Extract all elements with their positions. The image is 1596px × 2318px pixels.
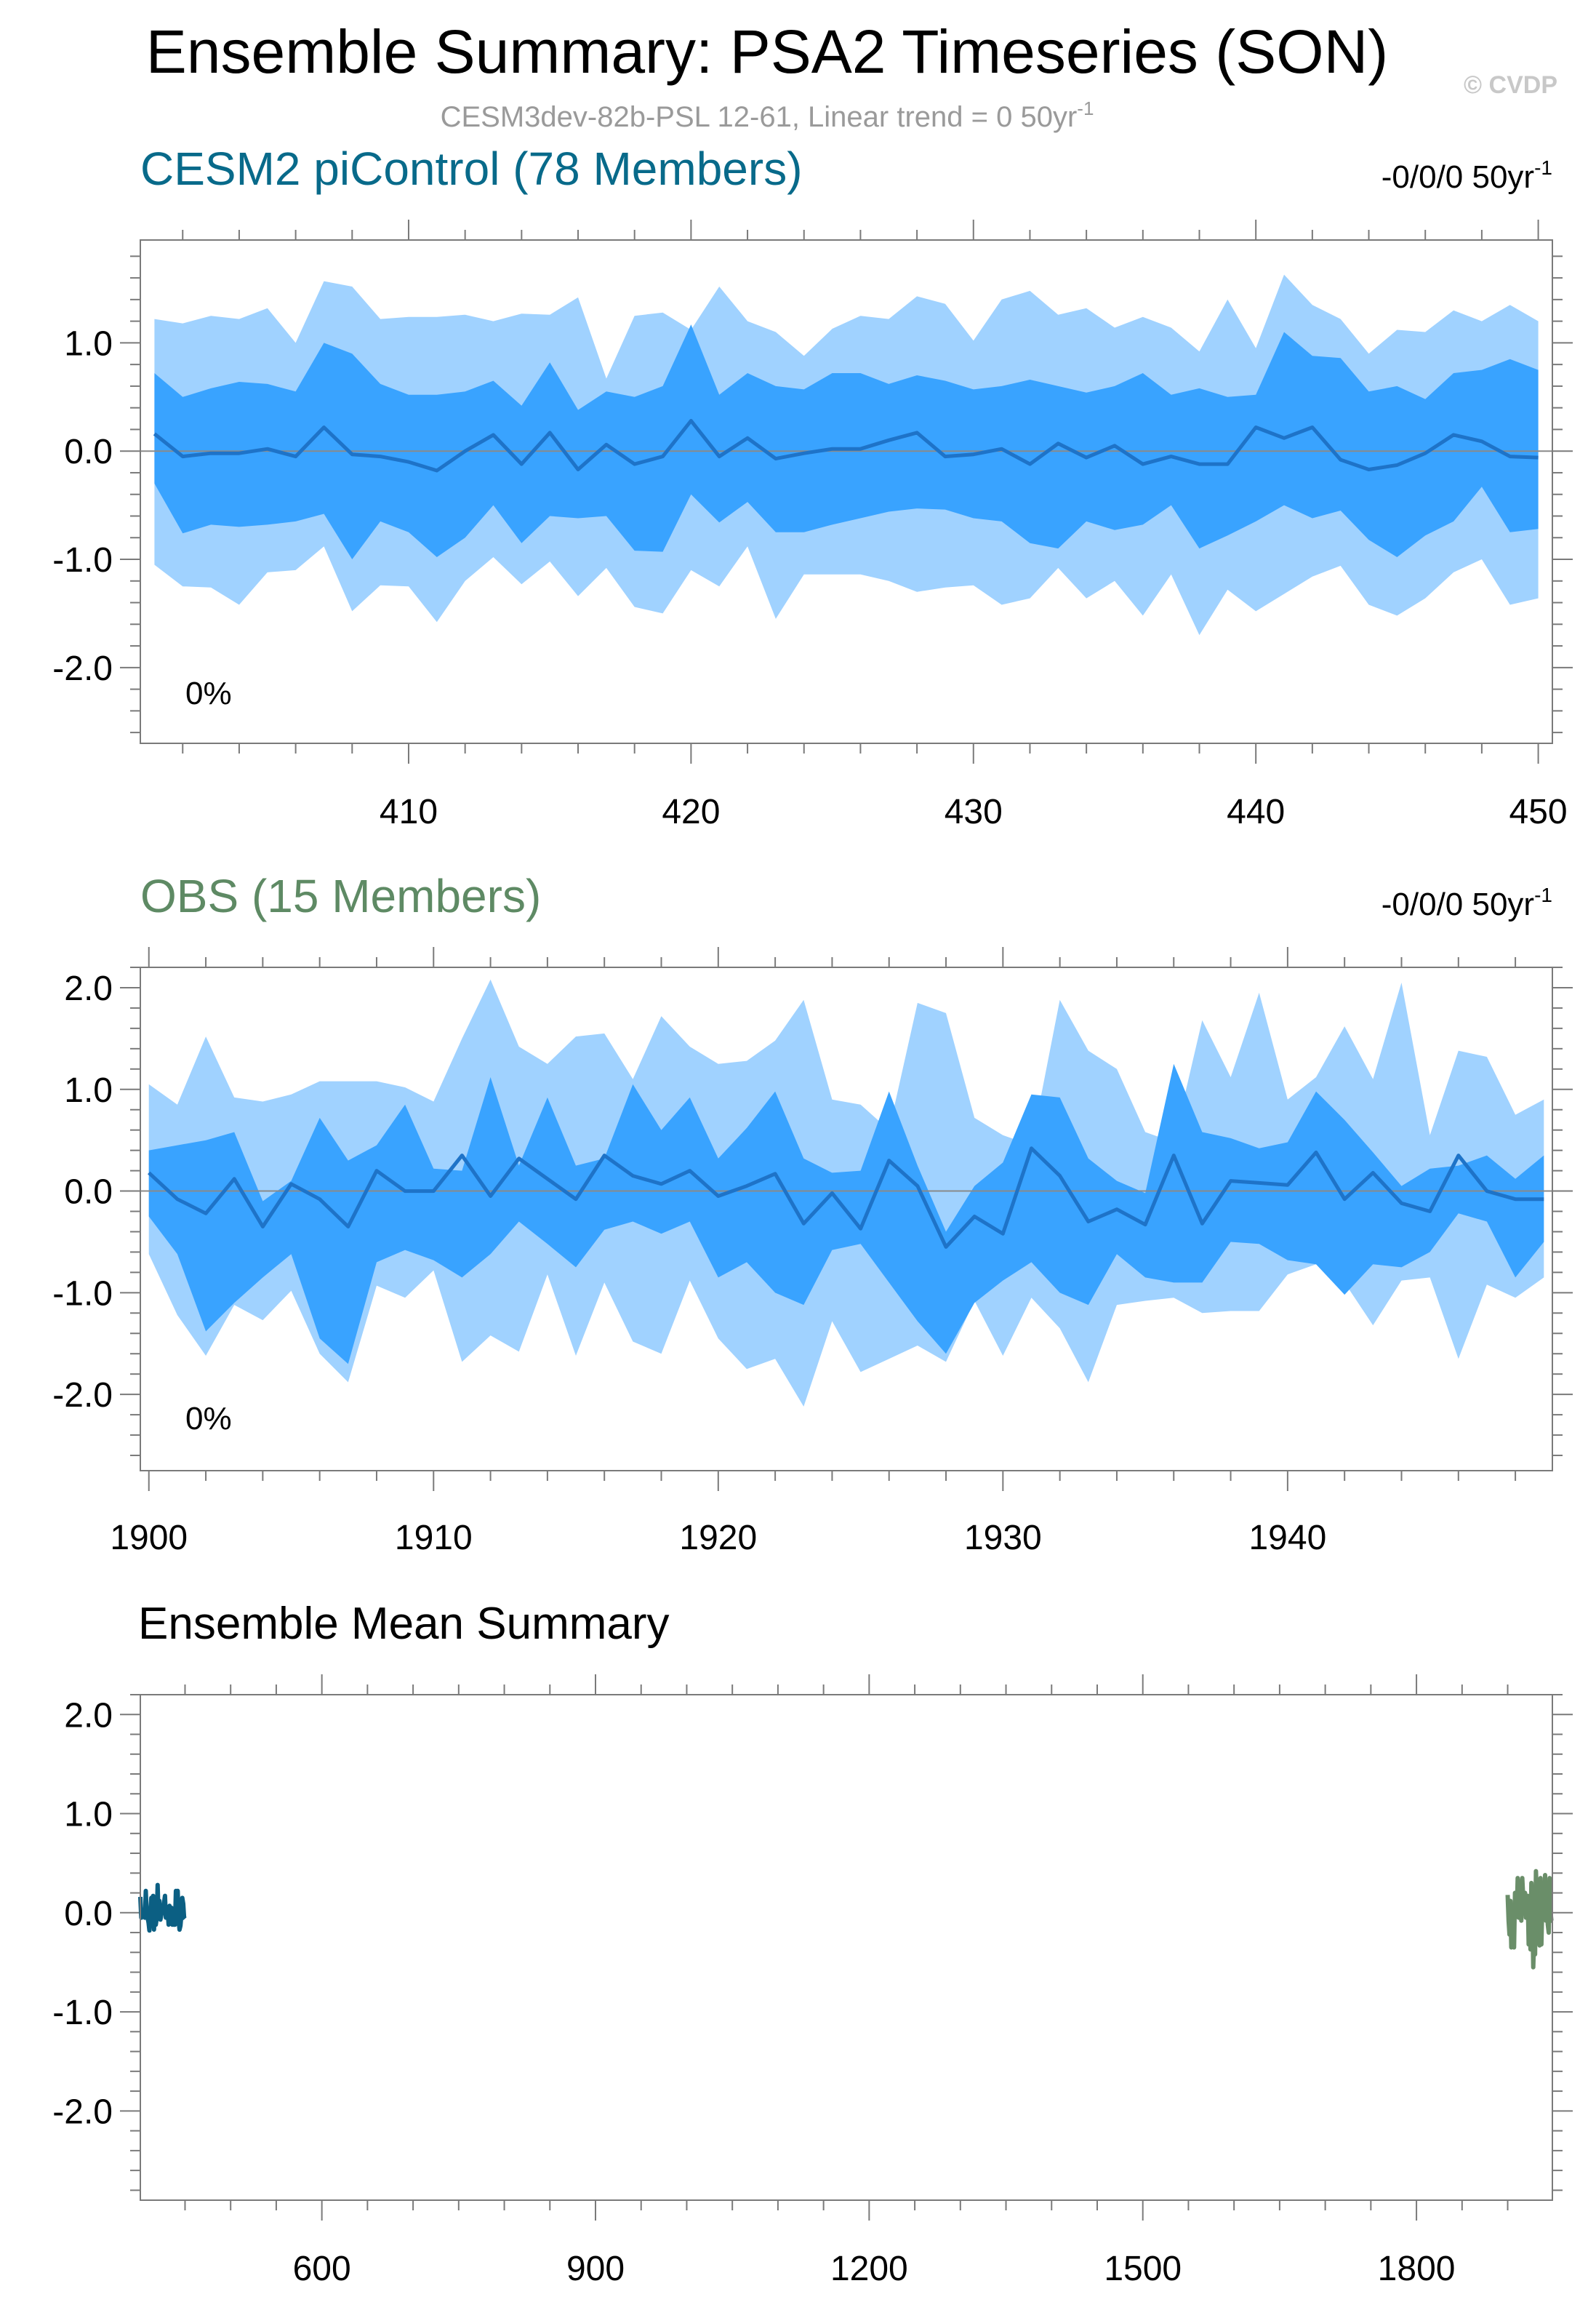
figure-subtitle: CESM3dev-82b-PSL 12-61, Linear trend = 0… xyxy=(441,97,1094,133)
cesm2-panel-title: CESM2 piControl (78 Members) xyxy=(140,143,803,195)
cesm2-trend-label: -0/0/0 50yr-1 xyxy=(1382,156,1552,195)
obs-panel: OBS (15 Members) -0/0/0 50yr-1 2.0 1.0 0.0… xyxy=(52,870,1573,1557)
cesm2-y-tick-label: -2.0 xyxy=(52,650,113,688)
summary-x-tick-label: 1500 xyxy=(1104,2250,1182,2288)
obs-x-tick-label: 1930 xyxy=(964,1519,1042,1557)
summary-y-tick-label: 2.0 xyxy=(64,1696,113,1735)
obs-y-tick-label: 0.0 xyxy=(64,1173,113,1212)
obs-x-tick-label: 1940 xyxy=(1248,1519,1326,1557)
cesm2-x-tick-label: 420 xyxy=(662,793,720,831)
cesm2-percent-label: 0% xyxy=(185,676,232,711)
cesm2-trend-superscript: -1 xyxy=(1534,156,1552,179)
ensemble-mean-panel: Ensemble Mean Summary 2.0 1.0 0.0 -1.0 -2.0 6… xyxy=(52,1599,1573,2288)
obs-inner-band xyxy=(148,1063,1544,1364)
summary-x-tick-label: 1200 xyxy=(830,2250,908,2288)
obs-y-tick-label: -1.0 xyxy=(52,1274,113,1313)
obs-x-tick-label: 1900 xyxy=(110,1519,188,1557)
summary-cesm2-mean-line xyxy=(138,1882,187,1933)
obs-trend-label: -0/0/0 50yr-1 xyxy=(1382,884,1552,922)
obs-percent-label: 0% xyxy=(185,1401,232,1436)
obs-y-tick-label: 2.0 xyxy=(64,970,113,1008)
subtitle-text: CESM3dev-82b-PSL 12-61, Linear trend = 0… xyxy=(441,101,1078,133)
cesm2-plot-frame xyxy=(140,239,1553,744)
cesm2-y-tick-label: 0.0 xyxy=(64,433,113,471)
cesm2-trend-text: -0/0/0 50yr xyxy=(1382,159,1534,195)
cesm2-x-tick-label: 430 xyxy=(945,793,1003,831)
obs-trend-superscript: -1 xyxy=(1534,884,1552,906)
obs-x-tick-label: 1920 xyxy=(679,1519,757,1557)
obs-plot-frame xyxy=(140,967,1553,1471)
obs-y-tick-label: -2.0 xyxy=(52,1376,113,1415)
summary-x-tick-label: 1800 xyxy=(1378,2250,1456,2288)
cesm2-x-tick-label: 450 xyxy=(1509,793,1568,831)
summary-x-tick-label: 600 xyxy=(293,2250,351,2288)
summary-y-tick-label: 0.0 xyxy=(64,1895,113,1933)
ensemble-mean-title: Ensemble Mean Summary xyxy=(138,1599,670,1649)
obs-x-tick-label: 1910 xyxy=(395,1519,473,1557)
cesm2-x-tick-label: 410 xyxy=(380,793,438,831)
summary-plot-frame xyxy=(140,1694,1553,2201)
summary-y-tick-label: -1.0 xyxy=(52,1994,113,2032)
subtitle-superscript: -1 xyxy=(1077,97,1094,119)
obs-y-tick-label: 1.0 xyxy=(64,1071,113,1110)
obs-ensemble-mean-line xyxy=(148,1146,1544,1249)
obs-trend-text: -0/0/0 50yr xyxy=(1382,887,1534,922)
summary-y-tick-label: 1.0 xyxy=(64,1796,113,1834)
cesm2-y-tick-label: -1.0 xyxy=(52,541,113,580)
cesm2-y-tick-label: 1.0 xyxy=(64,324,113,363)
cesm2-picontrol-panel: CESM2 piControl (78 Members) -0/0/0 50yr… xyxy=(52,143,1573,831)
cvdp-watermark: © CVDP xyxy=(1464,71,1557,99)
cesm2-ensemble-mean-line xyxy=(153,419,1539,473)
summary-obs-mean-line xyxy=(1505,1869,1554,1970)
cesm2-x-tick-label: 440 xyxy=(1227,793,1285,831)
summary-y-tick-label: -2.0 xyxy=(52,2093,113,2131)
summary-x-tick-label: 900 xyxy=(566,2250,625,2288)
figure-title: Ensemble Summary: PSA2 Timeseries (SON) xyxy=(146,17,1388,86)
obs-panel-title: OBS (15 Members) xyxy=(140,870,541,922)
cesm2-inner-band xyxy=(154,324,1539,559)
